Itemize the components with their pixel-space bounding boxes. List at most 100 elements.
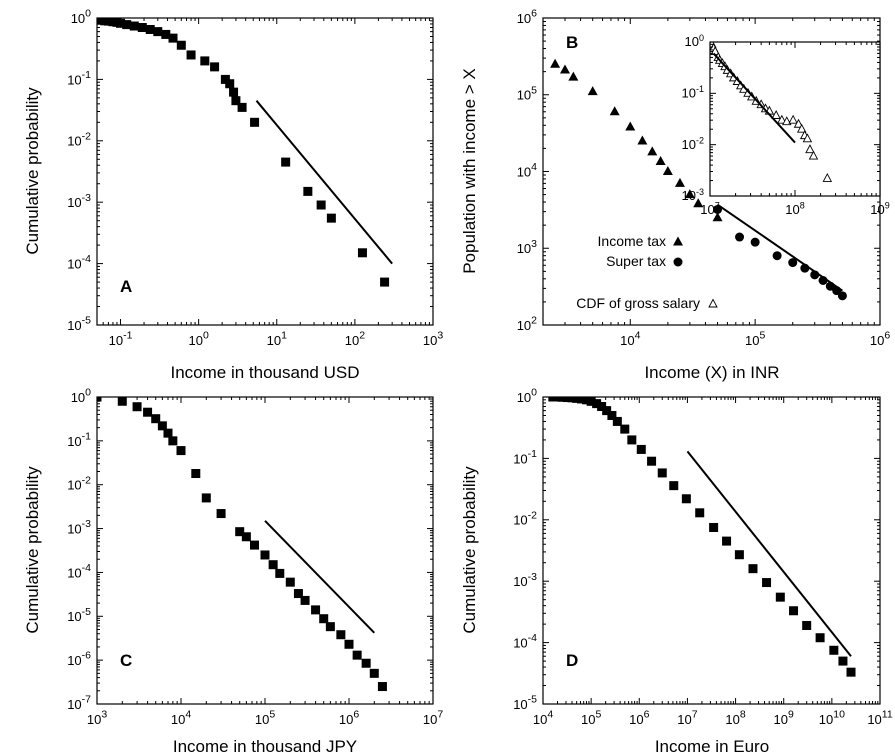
data-point xyxy=(357,248,367,258)
data-point xyxy=(303,186,313,196)
data-point xyxy=(285,577,295,587)
data-point xyxy=(829,645,839,655)
inset: 107 108 109 10-3 10-2 10-1 100 xyxy=(682,33,890,217)
data-point xyxy=(709,522,719,532)
data-point xyxy=(117,397,127,406)
data-point xyxy=(782,116,792,126)
power-law-fit-line xyxy=(686,450,852,657)
data-point xyxy=(352,650,362,660)
data-point xyxy=(838,656,848,666)
series-0 xyxy=(548,397,856,677)
y-tick-label: 106 xyxy=(517,8,537,26)
data-point xyxy=(122,20,132,30)
data-point xyxy=(637,135,648,145)
data-point xyxy=(815,633,825,643)
y-tick-label: 10-1 xyxy=(67,430,91,448)
x-tick-label: 1010 xyxy=(819,709,845,727)
x-tick-label: 104 xyxy=(620,330,640,348)
data-point xyxy=(576,397,586,404)
data-point xyxy=(250,117,260,127)
data-point xyxy=(145,24,155,34)
x-axis-label: Income in thousand JPY xyxy=(173,737,357,756)
data-point xyxy=(592,399,602,409)
y-axis-label: Cumulative probability xyxy=(460,466,479,634)
series-0 xyxy=(97,397,387,692)
data-point xyxy=(655,155,666,165)
y-tick-label: 10-3 xyxy=(67,518,91,536)
data-point xyxy=(735,232,745,242)
y-tick-label: 10-3 xyxy=(682,187,704,203)
data-point xyxy=(712,212,723,222)
data-point xyxy=(275,568,285,578)
data-point xyxy=(748,564,758,574)
y-tick-label: 100 xyxy=(685,33,704,49)
panel-D: 104 105 106 107 108 109 1010 1011 10-5 10-4 10-3 10… xyxy=(460,387,893,756)
y-tick-label: 10-6 xyxy=(67,650,91,668)
data-point xyxy=(268,560,278,570)
y-tick-label: 104 xyxy=(517,161,537,179)
y-tick-label: 10-5 xyxy=(67,606,91,624)
data-point xyxy=(734,550,744,560)
data-point xyxy=(168,436,178,446)
x-tick-label: 104 xyxy=(533,709,553,727)
data-point xyxy=(325,622,335,632)
data-point xyxy=(326,213,336,223)
data-point xyxy=(210,62,220,72)
x-axis-label: Income in thousand USD xyxy=(171,363,360,382)
series-0 xyxy=(710,42,833,182)
data-point xyxy=(311,605,321,615)
y-tick-label: 100 xyxy=(71,8,91,26)
data-point xyxy=(597,402,607,412)
data-point xyxy=(808,150,819,160)
data-point xyxy=(602,406,612,416)
data-point xyxy=(750,237,760,247)
x-tick-label: 107 xyxy=(423,709,443,727)
data-point xyxy=(636,444,646,454)
data-point xyxy=(762,578,772,588)
power-law-fit-line xyxy=(716,203,843,292)
data-point xyxy=(562,397,572,403)
legend-marker xyxy=(673,257,683,267)
data-point xyxy=(775,592,785,602)
data-point xyxy=(176,40,186,50)
series-1 xyxy=(264,520,376,634)
data-point xyxy=(241,532,251,542)
data-point xyxy=(722,536,732,546)
data-point xyxy=(822,172,833,182)
data-point xyxy=(143,407,153,417)
data-point xyxy=(805,144,815,154)
data-point xyxy=(336,630,346,640)
data-point xyxy=(846,667,856,677)
data-point xyxy=(344,639,354,649)
x-tick-label: 103 xyxy=(423,330,443,348)
x-tick-label: 107 xyxy=(677,709,697,727)
series-0 xyxy=(550,58,723,222)
series-1 xyxy=(713,204,847,301)
y-tick-label: 103 xyxy=(517,238,537,256)
data-point xyxy=(612,416,622,426)
data-point xyxy=(548,397,558,402)
legend-label: Income tax xyxy=(598,233,666,249)
data-point xyxy=(681,494,691,504)
plot-frame xyxy=(542,396,881,705)
y-tick-label: 10-2 xyxy=(67,474,91,492)
x-tick-label: 109 xyxy=(870,201,889,217)
data-point xyxy=(647,456,657,466)
data-point xyxy=(191,469,201,479)
y-axis-label: Cumulative probability xyxy=(23,87,42,255)
data-point xyxy=(235,527,245,537)
data-point xyxy=(674,177,685,187)
x-axis-label: Income (X) in INR xyxy=(644,363,779,382)
power-law-fit-line xyxy=(264,520,376,634)
y-tick-label: 10-1 xyxy=(513,448,537,466)
data-point xyxy=(625,121,636,131)
y-tick-label: 100 xyxy=(517,387,537,405)
x-tick-label: 105 xyxy=(581,709,601,727)
panel-letter: D xyxy=(566,651,578,670)
data-point xyxy=(550,58,561,68)
data-point xyxy=(669,481,679,491)
data-point xyxy=(772,251,782,261)
y-tick-label: 10-4 xyxy=(67,562,91,580)
x-tick-label: 108 xyxy=(725,709,745,727)
